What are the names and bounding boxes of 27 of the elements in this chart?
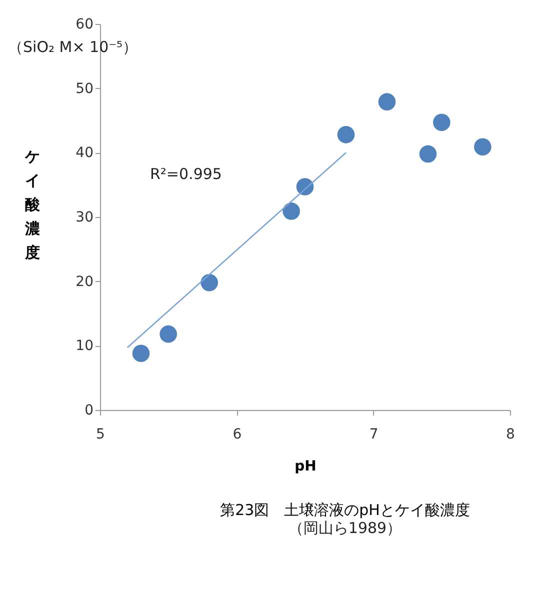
point <box>160 325 177 343</box>
y-tick-label: 30 <box>76 210 94 226</box>
point <box>200 274 218 292</box>
x-tick-label: 7 <box>369 426 378 442</box>
x-tick-label: 5 <box>96 426 105 442</box>
point <box>419 145 437 163</box>
point <box>474 138 492 156</box>
point <box>282 202 300 220</box>
point <box>433 114 450 132</box>
point <box>337 126 355 144</box>
y-tick-label: 20 <box>76 274 94 290</box>
y-tick-label: 50 <box>76 80 94 97</box>
x-tick-label: 8 <box>506 426 515 442</box>
x-axis-title: pH <box>294 458 316 474</box>
y-axis-title: ケイ酸濃度 <box>24 148 41 262</box>
text: （岡山ら1989） <box>288 519 402 537</box>
annotation: （SiO₂ M× 10⁻⁵） <box>8 38 138 56</box>
y-tick-label: 60 <box>76 16 94 32</box>
text: 第23図 土壌溶液のpHとケイ酸濃度 <box>220 501 470 519</box>
y-tick-label: 10 <box>76 338 94 354</box>
y-tick-label: 40 <box>76 145 94 162</box>
y-tick-label: 0 <box>84 402 94 418</box>
point <box>296 178 314 196</box>
annotation: R²=0.995 <box>150 165 222 183</box>
point <box>132 344 150 362</box>
x-tick-label: 6 <box>232 426 242 442</box>
point <box>378 93 396 110</box>
